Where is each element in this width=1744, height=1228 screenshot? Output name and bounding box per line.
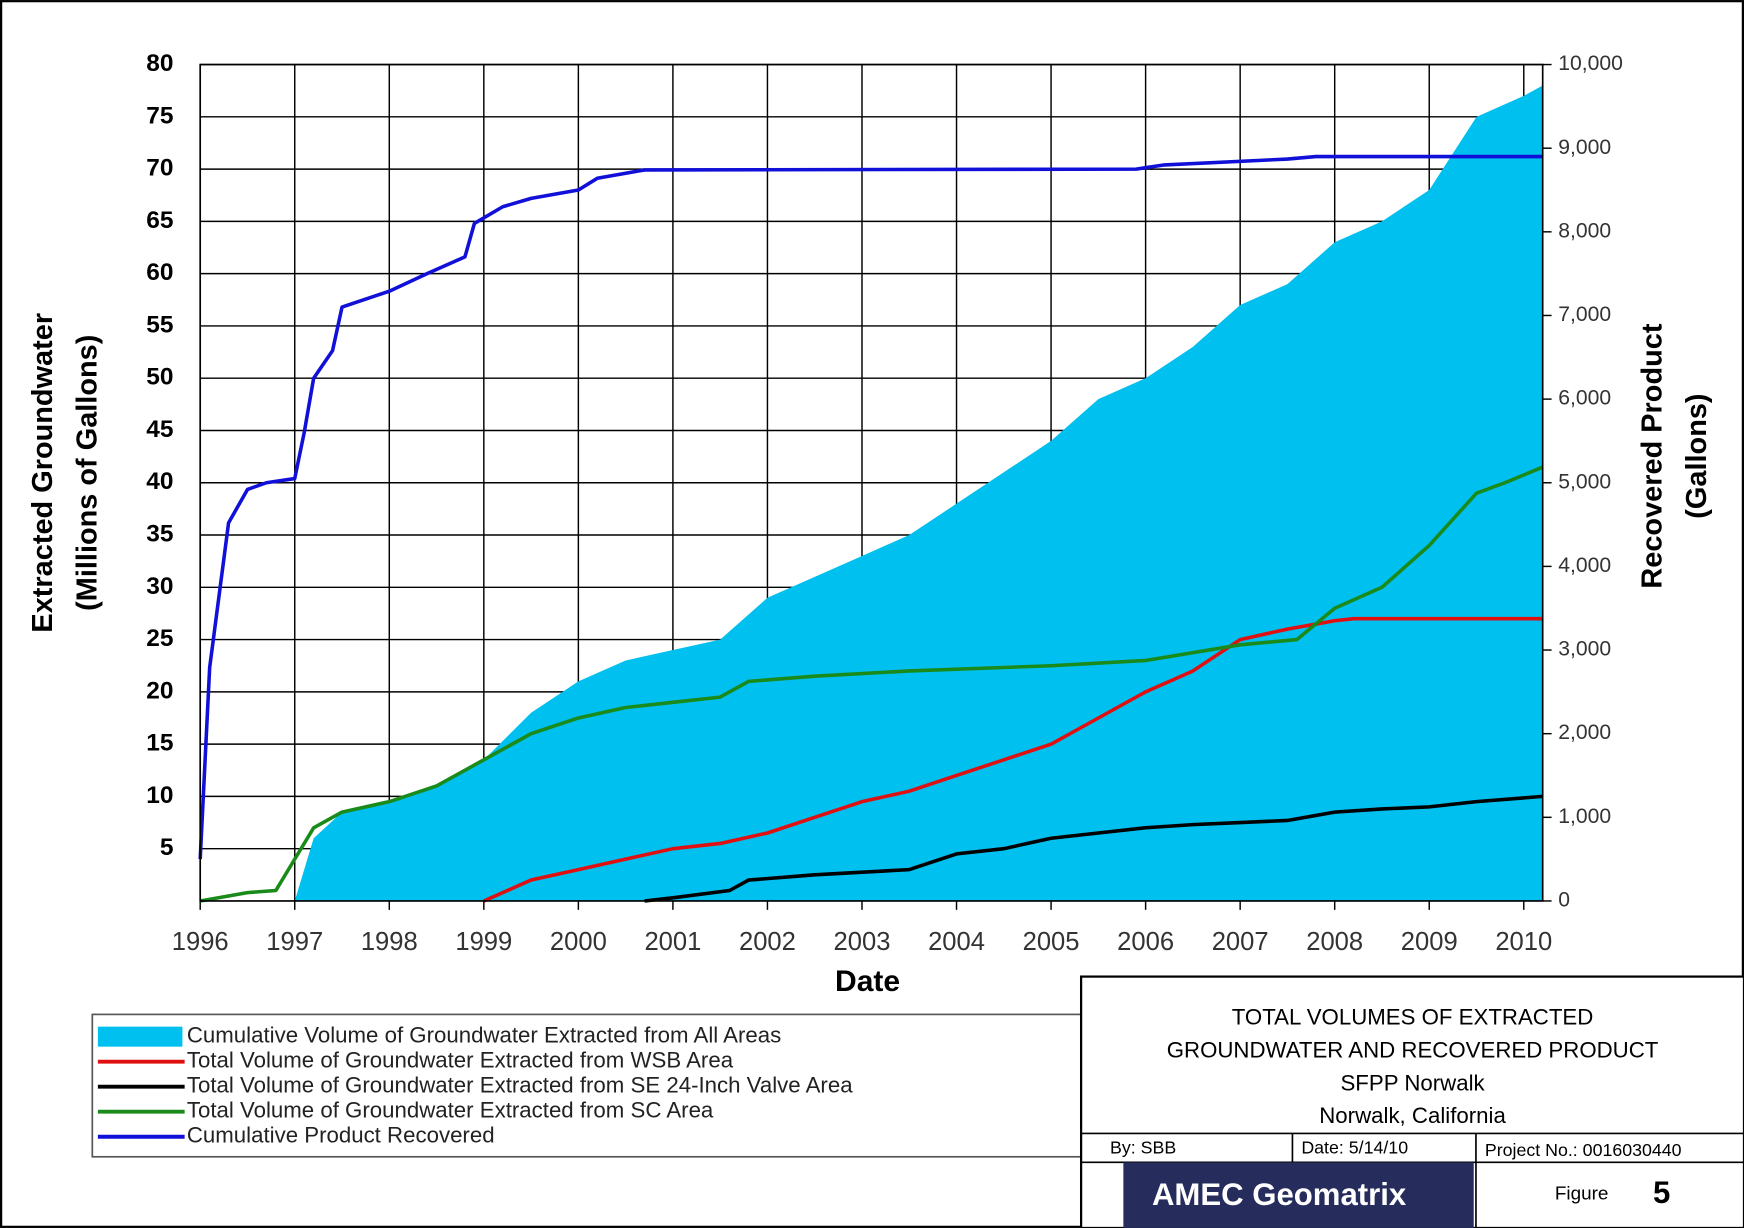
y2-axis-label: (Gallons) (1681, 393, 1713, 518)
figure-number: 5 (1653, 1175, 1670, 1210)
y2-tick-label: 7,000 (1558, 303, 1611, 326)
y2-tick-label: 1,000 (1558, 805, 1611, 828)
legend-label: Cumulative Volume of Groundwater Extract… (187, 1023, 781, 1048)
title-line: TOTAL VOLUMES OF EXTRACTED (1232, 1005, 1594, 1030)
x-tick-label: 2003 (834, 928, 891, 956)
y2-tick-label: 8,000 (1558, 219, 1611, 242)
y2-tick-label: 9,000 (1558, 136, 1611, 159)
y-tick-label: 5 (160, 834, 174, 861)
title-block: By: SBB Date: 5/14/10 Project No.: 00160… (1079, 975, 1744, 1228)
line (198, 154, 1543, 860)
x-tick-label: 2001 (644, 928, 701, 956)
x-tick-label: 1997 (266, 928, 323, 956)
x-tick-label: 2009 (1401, 928, 1458, 956)
y-axis-label: (Millions of Gallons) (72, 335, 104, 611)
x-tick-label: 2008 (1306, 928, 1363, 956)
date: Date: 5/14/10 (1301, 1138, 1408, 1158)
title-line: GROUNDWATER AND RECOVERED PRODUCT (1167, 1038, 1659, 1063)
y-tick-label: 25 (146, 625, 173, 652)
y-tick-label: 70 (146, 155, 173, 182)
y-tick-label: 35 (146, 520, 173, 547)
y-tick-label: 50 (146, 364, 173, 391)
x-tick-label: 2000 (550, 928, 607, 956)
y2-tick-label: 10,000 (1558, 52, 1623, 75)
x-tick-label: 2005 (1023, 928, 1080, 956)
x-tick-label: 2002 (739, 928, 796, 956)
y-tick-label: 65 (146, 207, 173, 234)
line (644, 794, 1543, 903)
legend-label: Total Volume of Groundwater Extracted fr… (187, 1048, 734, 1073)
y-tick-label: 10 (146, 782, 173, 809)
legend: Cumulative Volume of Groundwater Extract… (91, 1013, 1189, 1158)
y-tick-label: 75 (146, 102, 173, 129)
legend-label: Cumulative Product Recovered (187, 1123, 495, 1148)
figure-label: Figure (1555, 1184, 1609, 1205)
y-tick-label: 45 (146, 416, 173, 443)
y2-tick-label: 0 (1558, 889, 1570, 912)
line (199, 465, 1544, 903)
y-tick-label: 15 (146, 730, 173, 757)
x-tick-label: 1999 (455, 928, 512, 956)
y-tick-label: 20 (146, 677, 173, 704)
legend-box (91, 1013, 1189, 1158)
x-tick-label: 1998 (361, 928, 418, 956)
y-tick-label: 40 (146, 468, 173, 495)
area (294, 85, 1543, 901)
x-tick-label: 2007 (1212, 928, 1269, 956)
y-tick-label: 80 (146, 50, 173, 77)
y-axis-label: Extracted Groundwater (27, 313, 59, 633)
y-tick-label: 60 (146, 259, 173, 286)
logo-block (1123, 1162, 1474, 1228)
line (483, 616, 1543, 903)
legend-label: Total Volume of Groundwater Extracted fr… (187, 1073, 853, 1098)
x-tick-label: 2004 (928, 928, 985, 956)
y2-tick-label: 6,000 (1558, 387, 1611, 410)
title-line: Norwalk, California (1319, 1103, 1506, 1128)
y2-tick-label: 4,000 (1558, 554, 1611, 577)
y2-tick-label: 2,000 (1558, 721, 1611, 744)
x-tick-label: 2006 (1117, 928, 1174, 956)
project: Project No.: 0016030440 (1485, 1140, 1682, 1160)
plot-frame (199, 63, 1544, 902)
y-tick-label: 30 (146, 573, 173, 600)
by: By: SBB (1110, 1138, 1176, 1158)
legend-swatch (97, 1026, 183, 1047)
y2-tick-label: 5,000 (1558, 470, 1611, 493)
x-axis-label: Date (835, 965, 900, 998)
logo: AMEC Geomatrix (1152, 1177, 1407, 1212)
title-line: SFPP Norwalk (1340, 1070, 1485, 1095)
y2-tick-label: 3,000 (1558, 638, 1611, 661)
y2-axis-label: Recovered Product (1637, 323, 1669, 588)
legend-label: Total Volume of Groundwater Extracted fr… (187, 1098, 714, 1123)
y-tick-label: 55 (146, 311, 173, 338)
x-tick-label: 2010 (1495, 928, 1552, 956)
x-tick-label: 1996 (172, 928, 229, 956)
